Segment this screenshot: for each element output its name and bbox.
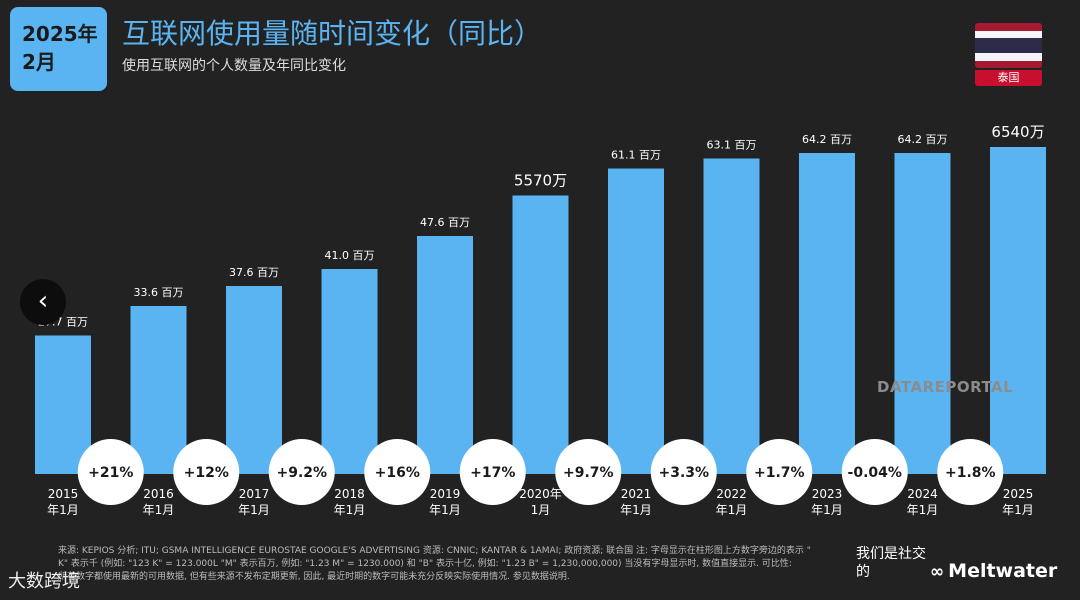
x-tick-label: 2018 (334, 487, 365, 501)
data-label: 63.1 百万 (707, 139, 757, 152)
x-tick-label: 2019 (430, 487, 461, 501)
change-circle (173, 439, 240, 505)
x-tick-label: 1月 (531, 503, 551, 517)
x-tick-label: 年1月 (620, 503, 652, 517)
change-circle (555, 439, 622, 505)
bar (321, 269, 378, 474)
data-label: 41.0 百万 (325, 249, 375, 262)
x-tick-label: 年1月 (811, 503, 843, 517)
x-tick-label: 2024 (907, 487, 938, 501)
country-label: 泰国 (975, 70, 1042, 86)
x-tick-label: 年1月 (238, 503, 270, 517)
flag-stripe (975, 60, 1042, 68)
source-line-3: 所有数字都使用最新的可用数据, 但有些来源不发布定期更新, 因此, 最近时期的数… (58, 572, 570, 582)
x-tick-label: 2016 (143, 487, 174, 501)
x-tick-label: 年1月 (47, 503, 79, 517)
flag-stripe (975, 30, 1042, 38)
change-label: +3.3% (658, 465, 709, 481)
change-circle (650, 439, 717, 505)
change-label: +1.8% (945, 465, 996, 481)
chevron-left-icon: ‹ (37, 286, 49, 316)
data-label: 64.2 百万 (898, 133, 948, 146)
x-tick-label: 年1月 (716, 503, 748, 517)
change-label: +17% (470, 465, 515, 481)
data-label: 64.2 百万 (802, 133, 852, 146)
change-circle (364, 439, 431, 505)
data-label: 47.6 百万 (420, 216, 470, 229)
change-label: +9.7% (563, 465, 614, 481)
change-label: +12% (184, 465, 229, 481)
change-label: +1.7% (754, 465, 805, 481)
data-label: 6540万 (991, 123, 1044, 141)
meltwater-logo-icon: ∞ (930, 562, 945, 582)
x-tick-label: 年1月 (143, 503, 175, 517)
x-tick-label: 年1月 (1002, 503, 1034, 517)
change-label: +9.2% (276, 465, 327, 481)
data-label: 5570万 (514, 172, 567, 190)
prev-button[interactable]: ‹ (20, 279, 66, 325)
datareportal-watermark: DATAREPORTAL (877, 378, 1014, 396)
meltwater-logo: ∞ Meltwater (930, 560, 1057, 582)
bar (512, 195, 569, 474)
bar (226, 286, 282, 474)
x-tick-label: 年1月 (334, 503, 366, 517)
x-tick-label: 2023 (812, 487, 843, 501)
thailand-flag-icon (975, 23, 1042, 68)
change-circle (77, 439, 144, 505)
source-note: 来源: KEPIOS 分析; ITU; GSMA INTELLIGENCE EU… (58, 545, 833, 584)
change-circle (937, 439, 1004, 505)
data-label: 33.6 百万 (134, 286, 184, 299)
change-label: +16% (375, 465, 420, 481)
change-circle (746, 439, 813, 505)
chart-subtitle: 使用互联网的个人数量及年同比变化 (122, 58, 346, 74)
date-month: 2月 (22, 50, 56, 74)
flag-stripe (975, 38, 1042, 53)
data-label: 37.6 百万 (229, 266, 279, 279)
bar (35, 335, 91, 474)
date-badge: 2025年 2月 (10, 7, 107, 91)
date-year: 2025年 (22, 22, 98, 46)
social-tagline: 我们是社交的 (856, 546, 926, 580)
chart-title: 互联网使用量随时间变化（同比） (122, 17, 543, 50)
source-line-1: 来源: KEPIOS 分析; ITU; GSMA INTELLIGENCE EU… (58, 546, 811, 556)
change-circle (268, 439, 335, 505)
bar (703, 158, 760, 474)
data-label: 61.1 百万 (611, 149, 661, 162)
flag-stripe (975, 23, 1042, 31)
bar (799, 153, 855, 474)
bar (990, 147, 1046, 474)
brand-name: Meltwater (948, 560, 1058, 582)
x-tick-label: 年1月 (429, 503, 461, 517)
x-tick-label: 2025 (1003, 487, 1034, 501)
bar (417, 236, 473, 474)
x-tick-label: 2020年 (519, 487, 562, 501)
x-tick-label: 年1月 (907, 503, 939, 517)
x-tick-label: 2022 (716, 487, 747, 501)
bar (130, 306, 187, 474)
flag-stripe (975, 53, 1042, 61)
change-label: -0.04% (848, 465, 902, 481)
x-tick-label: 2017 (239, 487, 270, 501)
change-label: +21% (88, 465, 133, 481)
change-circle (841, 439, 908, 505)
x-tick-label: 2021 (621, 487, 652, 501)
overlay-watermark: 大数跨境 (8, 571, 80, 592)
source-line-2: K" 表示千 (例如: "123 K" = 123.000L "M" 表示百万,… (58, 559, 792, 569)
x-tick-label: 2015 (48, 487, 79, 501)
bar (608, 168, 664, 474)
bar (894, 153, 951, 474)
change-circle (459, 439, 526, 505)
